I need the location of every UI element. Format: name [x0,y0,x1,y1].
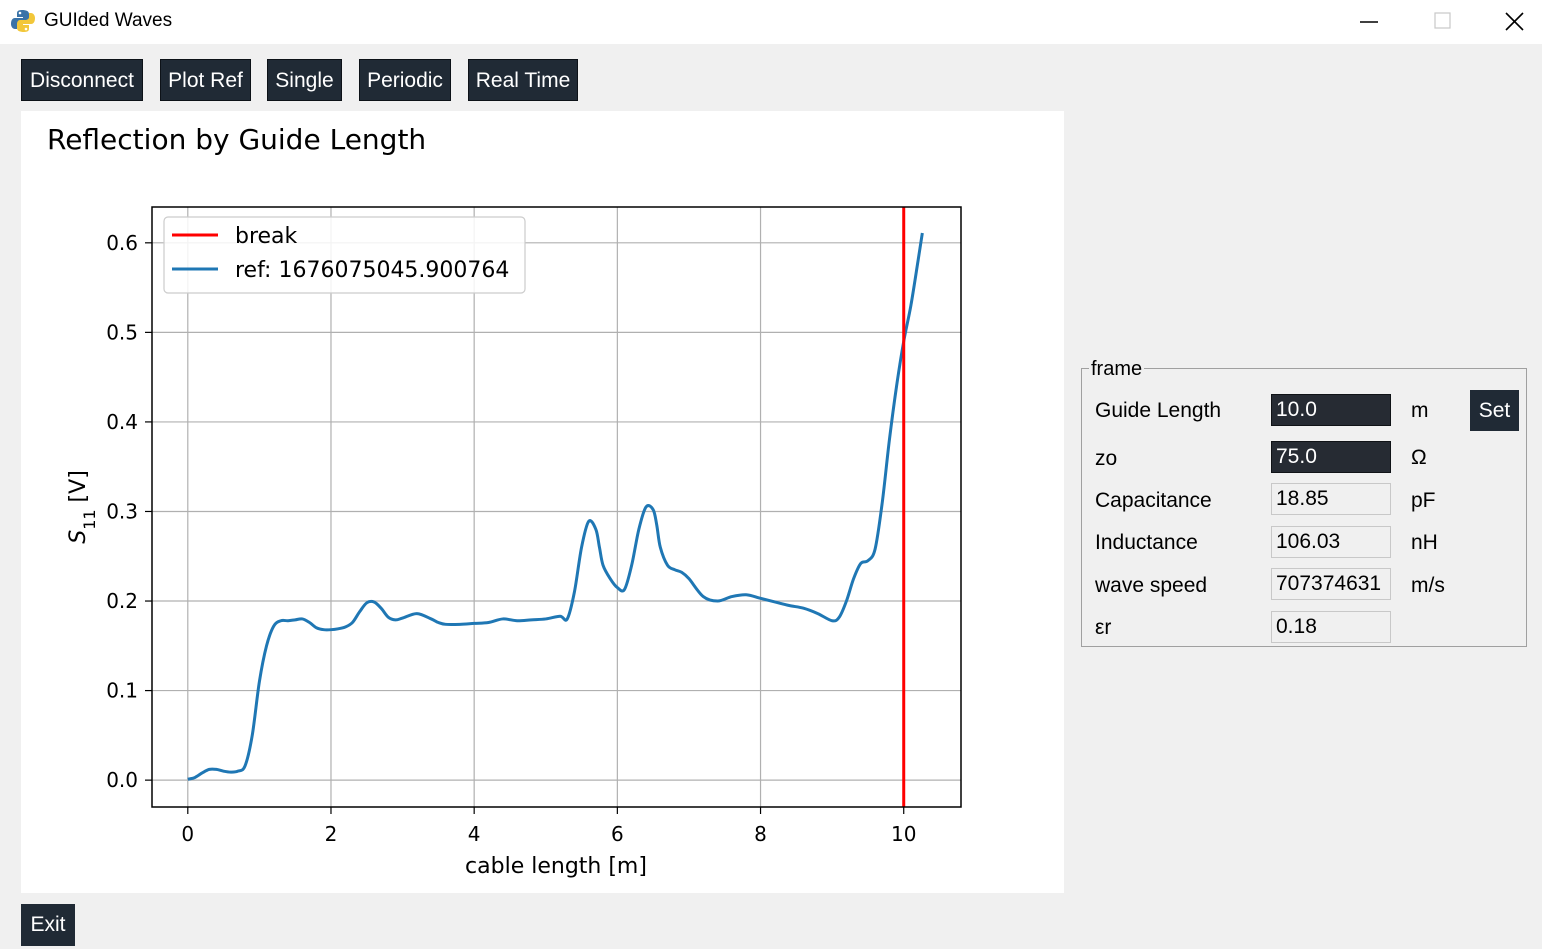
zo-label: zo [1095,447,1118,470]
minimize-icon [1360,21,1378,23]
y-tick-label: 0.4 [106,410,138,434]
plot-ref-button[interactable]: Plot Ref [160,59,251,101]
frame-label: frame [1089,358,1145,381]
inductance-unit: nH [1411,531,1438,554]
inductance-field: 106.03 [1271,526,1391,558]
zo-unit: Ω [1411,446,1427,469]
guide-length-input[interactable]: 10.0 [1271,394,1391,426]
y-axis-label-unit: [V] [66,470,91,509]
y-axis-label-main: S [66,530,91,544]
series-layer [187,207,924,807]
title-bar: GUIded Waves [0,0,1542,44]
legend-box [163,216,526,294]
minimize-button[interactable] [1334,0,1404,44]
series-line-ref [187,232,924,781]
legend-break-label: break [235,224,298,249]
capacitance-field: 18.85 [1271,483,1391,515]
guide-length-label: Guide Length [1095,399,1222,422]
close-button[interactable] [1480,0,1542,44]
y-tick-label: 0.2 [106,589,138,613]
window-title: GUIded Waves [44,10,173,31]
legend-ref-label: ref: 1676075045.900764 [235,258,509,283]
single-button[interactable]: Single [267,59,342,101]
y-tick-label: 0.0 [106,768,138,792]
wave-speed-field: 707374631 [1271,568,1391,600]
disconnect-button[interactable]: Disconnect [21,59,143,101]
close-icon [1505,12,1524,31]
zo-input[interactable]: 75.0 [1271,441,1391,473]
python-app-icon [11,10,35,32]
plot-frame [151,206,962,808]
maximize-button[interactable] [1408,0,1478,44]
capacitance-unit: pF [1411,489,1436,512]
grid [152,207,961,807]
exit-button[interactable]: Exit [21,904,75,946]
x-tick-label: 10 [891,822,916,846]
y-axis-label: S11 [V] [66,470,99,544]
inductance-label: Inductance [1095,531,1198,554]
parameters-frame [1081,368,1527,647]
maximize-icon [1434,12,1451,29]
x-tick-label: 4 [468,822,481,846]
y-tick-label: 0.3 [106,499,138,523]
er-field: 0.18 [1271,611,1391,643]
x-tick-label: 2 [325,822,338,846]
chart: 0 2 4 6 8 10 0.0 0.1 0.2 0.3 0.4 0.5 0.6 break ref: 1… [66,206,962,879]
y-tick-label: 0.6 [106,231,138,255]
chart-title: Reflection by Guide Length [47,123,427,156]
y-tick-label: 0.1 [106,679,138,703]
guide-length-unit: m [1411,399,1429,422]
wave-speed-label: wave speed [1095,574,1208,597]
wave-speed-unit: m/s [1411,574,1445,597]
periodic-button[interactable]: Periodic [359,59,451,101]
y-axis-label-sub: 11 [80,509,99,529]
legend: break ref: 1676075045.900764 [163,216,526,294]
er-label: εr [1095,616,1112,639]
set-button[interactable]: Set [1470,390,1519,431]
real-time-button[interactable]: Real Time [468,59,578,101]
x-axis-label: cable length [m] [465,854,647,879]
x-tick-label: 0 [181,822,194,846]
x-tick-label: 8 [754,822,767,846]
y-tick-label: 0.5 [106,320,138,344]
ticks: 0 2 4 6 8 10 0.0 0.1 0.2 0.3 0.4 0.5 0.6 [106,231,916,846]
plot-panel: Reflection by Guide Length 0 2 4 6 8 10 0.0 0.1… [21,111,1064,893]
x-tick-label: 6 [611,822,624,846]
capacitance-label: Capacitance [1095,489,1212,512]
